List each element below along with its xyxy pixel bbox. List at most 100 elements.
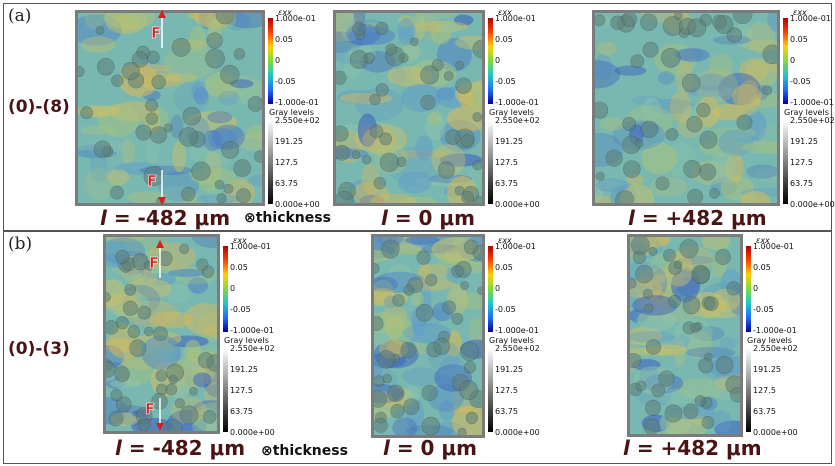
strain-colorbar-tick: 1.000e-01: [230, 242, 271, 251]
thickness-symbol: ⊗: [261, 443, 273, 459]
gray-colorbar-gradient: [268, 120, 273, 204]
gray-colorbar-tick: 2.550e+02: [790, 116, 835, 125]
gray-colorbar-tick: 127.5: [275, 158, 298, 167]
gray-colorbar-tick: 2.550e+02: [495, 344, 540, 353]
strain-colorbar-tick: -1.000e-01: [495, 326, 539, 335]
gray-colorbar-title: Gray levels: [784, 108, 829, 117]
gray-colorbar-tick: 63.75: [753, 407, 776, 416]
gray-colorbar-tick: 191.25: [753, 365, 781, 374]
force-arrow-a-top: F: [151, 10, 172, 50]
gray-colorbar-tick: 0.000e+00: [230, 428, 275, 437]
gray-colorbar-gradient: [488, 120, 493, 204]
gray-colorbar-title: Gray levels: [224, 336, 269, 345]
gray-colorbar-tick: 127.5: [495, 158, 518, 167]
strain-colorbar-tick: 0: [790, 56, 796, 65]
strain-colorbar-tick: 0.05: [495, 263, 513, 272]
strain-colorbar-tick: -1.000e-01: [275, 98, 319, 107]
strain-map-b-1: [103, 234, 220, 434]
force-label: F: [147, 172, 158, 191]
strain-colorbar-tick: 0.05: [230, 263, 248, 272]
gray-colorbar-tick: 2.550e+02: [753, 344, 798, 353]
strain-colorbar-tick: 0: [753, 284, 759, 293]
position-label-a-2: l = 0 μm: [381, 206, 475, 230]
position-label-b-3: l = +482 μm: [623, 436, 762, 460]
arrow-down-icon: [156, 398, 164, 431]
gray-colorbar-tick: 0.000e+00: [790, 200, 835, 209]
gray-colorbar-gradient: [746, 348, 751, 432]
strain-colorbar-tick: 0: [230, 284, 236, 293]
gray-colorbar-title: Gray levels: [489, 108, 534, 117]
gray-colorbar-tick: 0.000e+00: [495, 200, 540, 209]
gray-colorbar-tick: 127.5: [753, 386, 776, 395]
colorbar-a-2: εxx 1.000e-01 0.05 0 -0.05 -1.000e-01 Gray lev…: [488, 8, 550, 209]
strain-map-b-1-field: [106, 237, 217, 431]
force-label: F: [145, 400, 156, 419]
strain-colorbar-title: εxx: [793, 8, 807, 17]
gray-colorbar-tick: 0.000e+00: [495, 428, 540, 437]
strain-map-b-3-field: [630, 237, 740, 434]
strain-map-a-2-field: [336, 13, 482, 203]
gray-colorbar-tick: 191.25: [230, 365, 258, 374]
gray-colorbar-title: Gray levels: [269, 108, 314, 117]
strain-colorbar-tick: 0: [495, 56, 501, 65]
strain-colorbar-title: εxx: [498, 236, 512, 245]
strain-colorbar-gradient: [488, 246, 493, 332]
strain-colorbar-tick: 0: [275, 56, 281, 65]
gray-colorbar-title: Gray levels: [489, 336, 534, 345]
strain-colorbar-tick: -1.000e-01: [753, 326, 797, 335]
gray-colorbar-title: Gray levels: [747, 336, 792, 345]
gray-colorbar-tick: 0.000e+00: [275, 200, 320, 209]
gray-colorbar-tick: 2.550e+02: [495, 116, 540, 125]
strain-colorbar-tick: -0.05: [753, 305, 774, 314]
strain-colorbar-tick: 0: [495, 284, 501, 293]
strain-map-b-2: [371, 234, 485, 438]
strain-colorbar-tick: 0.05: [495, 35, 513, 44]
strain-colorbar-tick: -0.05: [790, 77, 811, 86]
force-label: F: [151, 24, 162, 43]
thickness-symbol: ⊗: [244, 210, 256, 226]
gray-colorbar-tick: 127.5: [230, 386, 253, 395]
strain-colorbar-gradient: [268, 18, 273, 104]
gray-colorbar-gradient: [783, 120, 788, 204]
gray-colorbar-gradient: [488, 348, 493, 432]
force-arrow-b-top: F: [149, 240, 170, 280]
strain-map-a-2: [333, 10, 485, 206]
colorbar-a-3: εxx 1.000e-01 0.05 0 -0.05 -1.000e-01 Gray lev…: [783, 8, 835, 209]
position-label-b-1: l = -482 μm: [115, 436, 246, 460]
gray-colorbar-tick: 63.75: [230, 407, 253, 416]
strain-map-a-1: [75, 10, 265, 206]
strain-colorbar-gradient: [488, 18, 493, 104]
strain-colorbar-tick: -1.000e-01: [495, 98, 539, 107]
colorbar-a-1: εxx 1.000e-01 0.05 0 -0.05 -1.000e-01 Gray lev…: [268, 8, 330, 209]
force-arrow-a-bottom: F: [147, 170, 172, 206]
arrow-up-icon: [158, 10, 166, 48]
arrow-down-icon: [158, 170, 166, 205]
gray-colorbar-tick: 63.75: [790, 179, 813, 188]
panel-b-row-label: (0)-(3): [8, 339, 70, 359]
gray-colorbar-tick: 63.75: [495, 407, 518, 416]
colorbar-b-2: εxx 1.000e-01 0.05 0 -0.05 -1.000e-01 Gray lev…: [488, 236, 550, 437]
gray-colorbar-tick: 127.5: [495, 386, 518, 395]
position-label-a-1: l = -482 μm: [100, 206, 231, 230]
strain-map-a-3-field: [595, 13, 777, 203]
gray-colorbar-tick: 191.25: [275, 137, 303, 146]
strain-colorbar-gradient: [223, 246, 228, 332]
strain-map-b-3: [627, 234, 743, 437]
panel-a-row-label: (0)-(8): [8, 97, 70, 117]
strain-colorbar-gradient: [783, 18, 788, 104]
strain-colorbar-tick: 0.05: [753, 263, 771, 272]
strain-colorbar-title: εxx: [278, 8, 292, 17]
panel-b-label: (b): [8, 234, 33, 254]
strain-map-a-3: [592, 10, 780, 206]
strain-colorbar-tick: -1.000e-01: [230, 326, 274, 335]
gray-colorbar-tick: 191.25: [495, 137, 523, 146]
strain-colorbar-tick: 0.05: [790, 35, 808, 44]
thickness-label-b: ⊗thickness: [261, 443, 348, 459]
strain-colorbar-tick: 1.000e-01: [753, 242, 794, 251]
strain-colorbar-tick: -1.000e-01: [790, 98, 834, 107]
gray-colorbar-tick: 191.25: [790, 137, 818, 146]
strain-colorbar-tick: 0.05: [275, 35, 293, 44]
gray-colorbar-tick: 191.25: [495, 365, 523, 374]
strain-colorbar-tick: -0.05: [495, 77, 516, 86]
colorbar-b-3: εxx 1.000e-01 0.05 0 -0.05 -1.000e-01 Gray lev…: [746, 236, 808, 437]
